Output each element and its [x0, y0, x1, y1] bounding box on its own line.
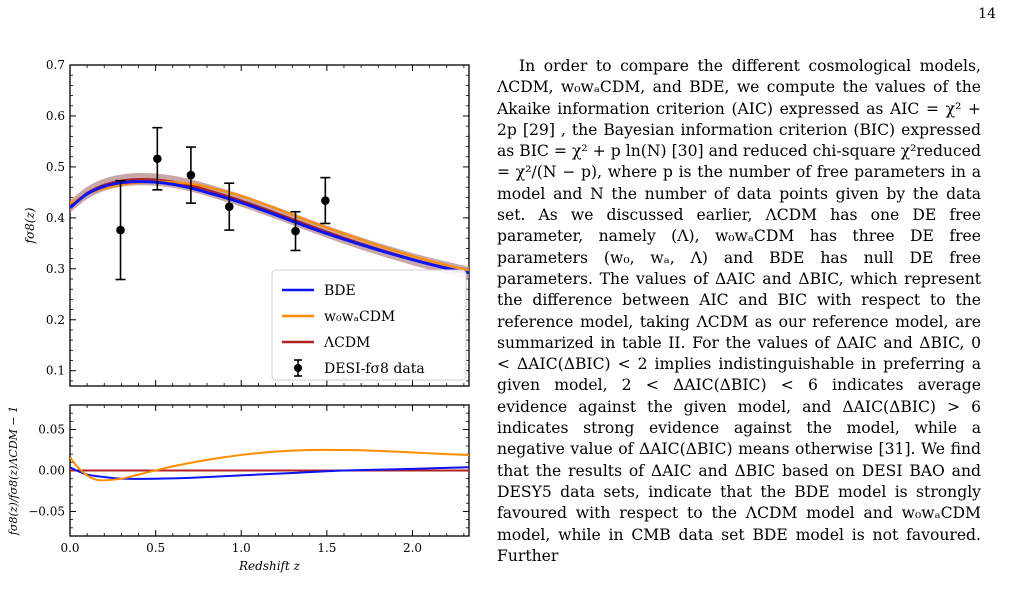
bottom-xtick-label: 0.0 — [60, 541, 79, 555]
data-point — [153, 154, 162, 164]
bottom-xtick-label: 0.5 — [146, 541, 165, 555]
legend-desi-swatch — [294, 364, 302, 372]
top-ytick-label: 0.3 — [46, 262, 65, 276]
top-ytick-label: 0.6 — [46, 109, 65, 123]
body-text: In order to compare the different cosmol… — [497, 56, 981, 567]
top-ylabel: fσ8(z) — [23, 207, 37, 244]
data-point — [116, 225, 125, 235]
bottom-xtick-label: 1.5 — [317, 541, 336, 555]
bottom-ytick-label: 0.05 — [38, 423, 65, 437]
top-ytick-label: 0.2 — [46, 313, 65, 327]
data-point — [224, 202, 234, 211]
top-ytick-label: 0.4 — [46, 211, 65, 225]
data-point — [291, 226, 300, 236]
top-frame — [69, 64, 470, 387]
figure: 0.1 0.2 0.3 0.4 0.5 0.6 0.7 fσ8(z) BDE w₀wₐCDM ΛCD… — [0, 50, 480, 614]
bottom-ylabel: fσ8(z)/fσ8(z)ΛCDM − 1 — [7, 406, 20, 536]
paragraph: In order to compare the different cosmol… — [497, 57, 981, 565]
bottom-xtick-label: 2.0 — [403, 541, 422, 555]
bottom-xlabel: Redshift z — [238, 559, 301, 573]
top-ytick-label: 0.1 — [46, 364, 65, 378]
bottom-plot-area — [70, 448, 469, 482]
bottom-xtick-label: 1.0 — [232, 541, 251, 555]
legend-box — [271, 269, 467, 381]
top-line-bde — [70, 180, 469, 275]
legend-bde-label: BDE — [324, 283, 356, 299]
lcdm-band — [70, 172, 469, 279]
top-line-w0wa — [70, 180, 469, 272]
data-point — [321, 196, 330, 205]
figure-svg: 0.1 0.2 0.3 0.4 0.5 0.6 0.7 fσ8(z) BDE w₀wₐCDM ΛCD… — [7, 58, 470, 573]
legend-lcdm-label: ΛCDM — [323, 335, 370, 351]
legend-desi-label: DESI-fσ8 data — [324, 361, 425, 377]
legend-w0wa-label: w₀wₐCDM — [324, 309, 395, 325]
data-point — [186, 170, 196, 180]
page-number: 14 — [978, 6, 996, 22]
bottom-ytick-label: −0.05 — [28, 504, 65, 518]
bottom-line-w0wa — [70, 448, 469, 482]
bottom-ytick-label: 0.00 — [38, 464, 65, 478]
top-ytick-label: 0.5 — [46, 160, 65, 174]
top-ytick-label: 0.7 — [46, 58, 65, 72]
legend: BDE w₀wₐCDM ΛCDM DESI-fσ8 data — [271, 269, 467, 381]
top-plot-area — [70, 126, 469, 281]
